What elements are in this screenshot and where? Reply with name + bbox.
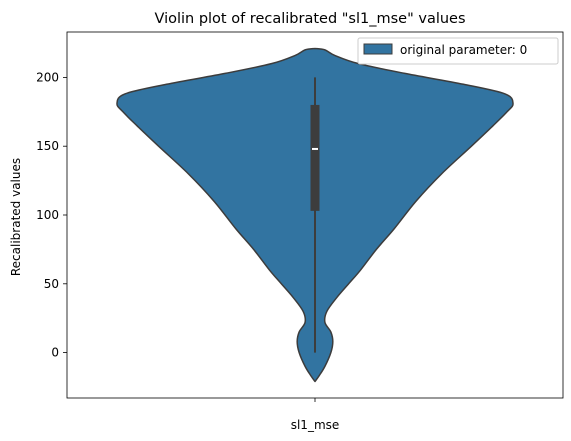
legend: original parameter: 0 — [357, 37, 559, 65]
chart-title: Violin plot of recalibrated "sl1_mse" va… — [154, 11, 465, 27]
legend-swatch — [363, 43, 393, 55]
x-axis: sl1_mse — [291, 398, 340, 432]
y-tick-label: 150 — [36, 139, 59, 153]
y-tick-label: 50 — [44, 277, 59, 291]
legend-frame — [357, 37, 559, 65]
plot-area — [116, 47, 514, 383]
y-tick-label: 0 — [51, 346, 59, 360]
y-tick-label: 200 — [36, 70, 59, 84]
y-tick-label: 100 — [36, 208, 59, 222]
x-tick-label: sl1_mse — [291, 418, 340, 432]
plot-frame — [66, 31, 564, 399]
violin-iqr-box — [310, 104, 320, 211]
y-axis-label: Recalibrated values — [9, 158, 23, 276]
legend-label: original parameter: 0 — [400, 43, 527, 57]
y-axis: 0 50 100 150 200 — [36, 70, 67, 360]
